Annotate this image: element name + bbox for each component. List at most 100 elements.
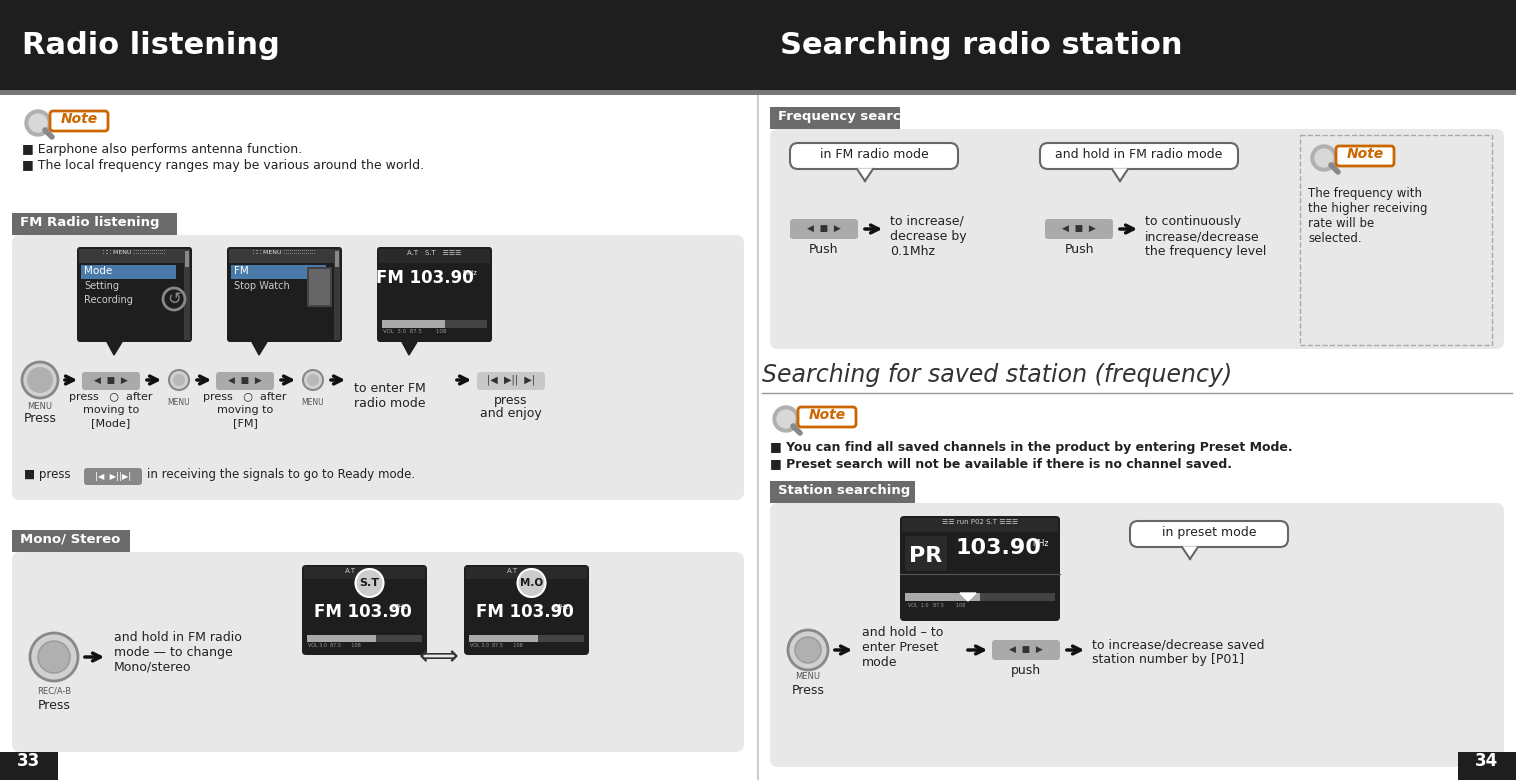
- FancyBboxPatch shape: [12, 213, 177, 235]
- Circle shape: [303, 370, 323, 390]
- Polygon shape: [960, 593, 976, 601]
- FancyBboxPatch shape: [227, 247, 343, 342]
- Circle shape: [788, 630, 828, 670]
- Polygon shape: [1113, 169, 1128, 181]
- Text: Press: Press: [24, 412, 56, 425]
- Text: and hold – to
enter Preset
mode: and hold – to enter Preset mode: [863, 626, 943, 669]
- Text: FM 103.90: FM 103.90: [376, 269, 473, 287]
- Text: ■ The local frequency ranges may be various around the world.: ■ The local frequency ranges may be vari…: [23, 159, 424, 172]
- Circle shape: [773, 406, 799, 432]
- FancyBboxPatch shape: [790, 143, 958, 169]
- FancyBboxPatch shape: [379, 249, 490, 263]
- Text: PR: PR: [910, 546, 943, 566]
- Text: VOL 3.0  87.5       108: VOL 3.0 87.5 108: [470, 643, 523, 648]
- Text: A.T   S.T   ☰☰☰: A.T S.T ☰☰☰: [408, 250, 462, 256]
- Circle shape: [1311, 145, 1337, 171]
- FancyBboxPatch shape: [0, 0, 1516, 90]
- Text: M.O: M.O: [520, 578, 543, 588]
- Polygon shape: [857, 169, 873, 181]
- FancyBboxPatch shape: [80, 265, 176, 279]
- Circle shape: [173, 374, 185, 386]
- Text: A.T: A.T: [506, 568, 517, 574]
- FancyBboxPatch shape: [302, 565, 428, 655]
- Text: ■ press: ■ press: [24, 468, 71, 481]
- Text: Press: Press: [38, 699, 70, 712]
- FancyBboxPatch shape: [0, 90, 1516, 95]
- Polygon shape: [402, 342, 417, 355]
- Text: MENU: MENU: [796, 672, 820, 681]
- Text: to enter FM
radio mode: to enter FM radio mode: [355, 382, 426, 410]
- FancyBboxPatch shape: [1129, 521, 1289, 547]
- FancyBboxPatch shape: [183, 249, 190, 340]
- Circle shape: [517, 569, 546, 597]
- FancyBboxPatch shape: [1336, 146, 1395, 166]
- Text: 103.90: 103.90: [955, 538, 1041, 558]
- Text: VOL 3.0  87.5       108: VOL 3.0 87.5 108: [308, 643, 361, 648]
- FancyBboxPatch shape: [215, 372, 274, 390]
- Text: ◀  ■  ▶: ◀ ■ ▶: [807, 225, 841, 233]
- FancyBboxPatch shape: [905, 593, 1055, 601]
- FancyBboxPatch shape: [335, 251, 340, 267]
- Text: Mono/ Stereo: Mono/ Stereo: [20, 533, 120, 546]
- Text: ⟺: ⟺: [418, 643, 459, 671]
- Text: press   ○  after: press ○ after: [70, 392, 153, 402]
- Text: to increase/
decrease by
0.1Mhz: to increase/ decrease by 0.1Mhz: [890, 215, 967, 258]
- Text: Press: Press: [791, 684, 825, 697]
- FancyBboxPatch shape: [77, 247, 193, 342]
- Circle shape: [24, 110, 52, 136]
- Text: Note: Note: [1346, 147, 1384, 161]
- Text: to continuously
increase/decrease
the frequency level: to continuously increase/decrease the fr…: [1145, 215, 1266, 258]
- Text: and hold in FM radio
mode — to change
Mono/stereo: and hold in FM radio mode — to change Mo…: [114, 631, 243, 674]
- FancyBboxPatch shape: [308, 635, 421, 642]
- Text: ∷∷ MENU ∷∷∷∷∷∷∷∷: ∷∷ MENU ∷∷∷∷∷∷∷∷: [253, 250, 315, 255]
- Text: FM 103.90: FM 103.90: [314, 603, 412, 621]
- Text: and hold in FM radio mode: and hold in FM radio mode: [1055, 148, 1223, 161]
- Text: FM Radio listening: FM Radio listening: [20, 216, 159, 229]
- Polygon shape: [108, 342, 121, 355]
- FancyBboxPatch shape: [12, 552, 744, 752]
- FancyBboxPatch shape: [185, 251, 190, 267]
- FancyBboxPatch shape: [790, 219, 858, 239]
- Text: MENU: MENU: [302, 398, 324, 407]
- Text: Radio listening: Radio listening: [23, 30, 280, 59]
- FancyBboxPatch shape: [1458, 752, 1516, 780]
- Text: S.T: S.T: [359, 578, 379, 588]
- FancyBboxPatch shape: [382, 320, 487, 328]
- Text: [FM]: [FM]: [232, 418, 258, 428]
- Polygon shape: [1182, 547, 1198, 559]
- FancyBboxPatch shape: [12, 530, 130, 552]
- Text: REC/A-B: REC/A-B: [36, 687, 71, 696]
- FancyBboxPatch shape: [1301, 135, 1492, 345]
- Text: ■ You can find all saved channels in the product by entering Preset Mode.: ■ You can find all saved channels in the…: [770, 441, 1293, 454]
- FancyBboxPatch shape: [770, 481, 916, 503]
- Polygon shape: [252, 342, 267, 355]
- Text: FM 103.90: FM 103.90: [476, 603, 573, 621]
- FancyBboxPatch shape: [770, 129, 1504, 349]
- Text: The frequency with
the higher receiving
rate will be
selected.: The frequency with the higher receiving …: [1308, 187, 1428, 245]
- Circle shape: [38, 641, 70, 673]
- Text: Recording: Recording: [83, 295, 133, 305]
- Text: ◀  ■  ▶: ◀ ■ ▶: [227, 377, 262, 385]
- Text: MHz: MHz: [553, 604, 568, 610]
- Circle shape: [23, 362, 58, 398]
- FancyBboxPatch shape: [468, 635, 538, 642]
- Text: FM: FM: [233, 266, 249, 276]
- FancyBboxPatch shape: [991, 640, 1060, 660]
- Text: ■ Preset search will not be available if there is no channel saved.: ■ Preset search will not be available if…: [770, 457, 1233, 470]
- Text: MENU: MENU: [27, 402, 53, 411]
- Text: ◀  ■  ▶: ◀ ■ ▶: [1063, 225, 1096, 233]
- Text: Note: Note: [61, 112, 97, 126]
- FancyBboxPatch shape: [770, 107, 901, 129]
- Circle shape: [29, 114, 47, 132]
- FancyBboxPatch shape: [12, 235, 744, 500]
- Text: press: press: [494, 394, 528, 407]
- FancyBboxPatch shape: [229, 249, 340, 263]
- FancyBboxPatch shape: [83, 468, 143, 485]
- FancyBboxPatch shape: [465, 567, 587, 579]
- FancyBboxPatch shape: [901, 516, 1060, 621]
- Circle shape: [30, 633, 77, 681]
- FancyBboxPatch shape: [50, 111, 108, 131]
- FancyBboxPatch shape: [305, 567, 424, 579]
- Text: and enjoy: and enjoy: [481, 407, 541, 420]
- Text: [Mode]: [Mode]: [91, 418, 130, 428]
